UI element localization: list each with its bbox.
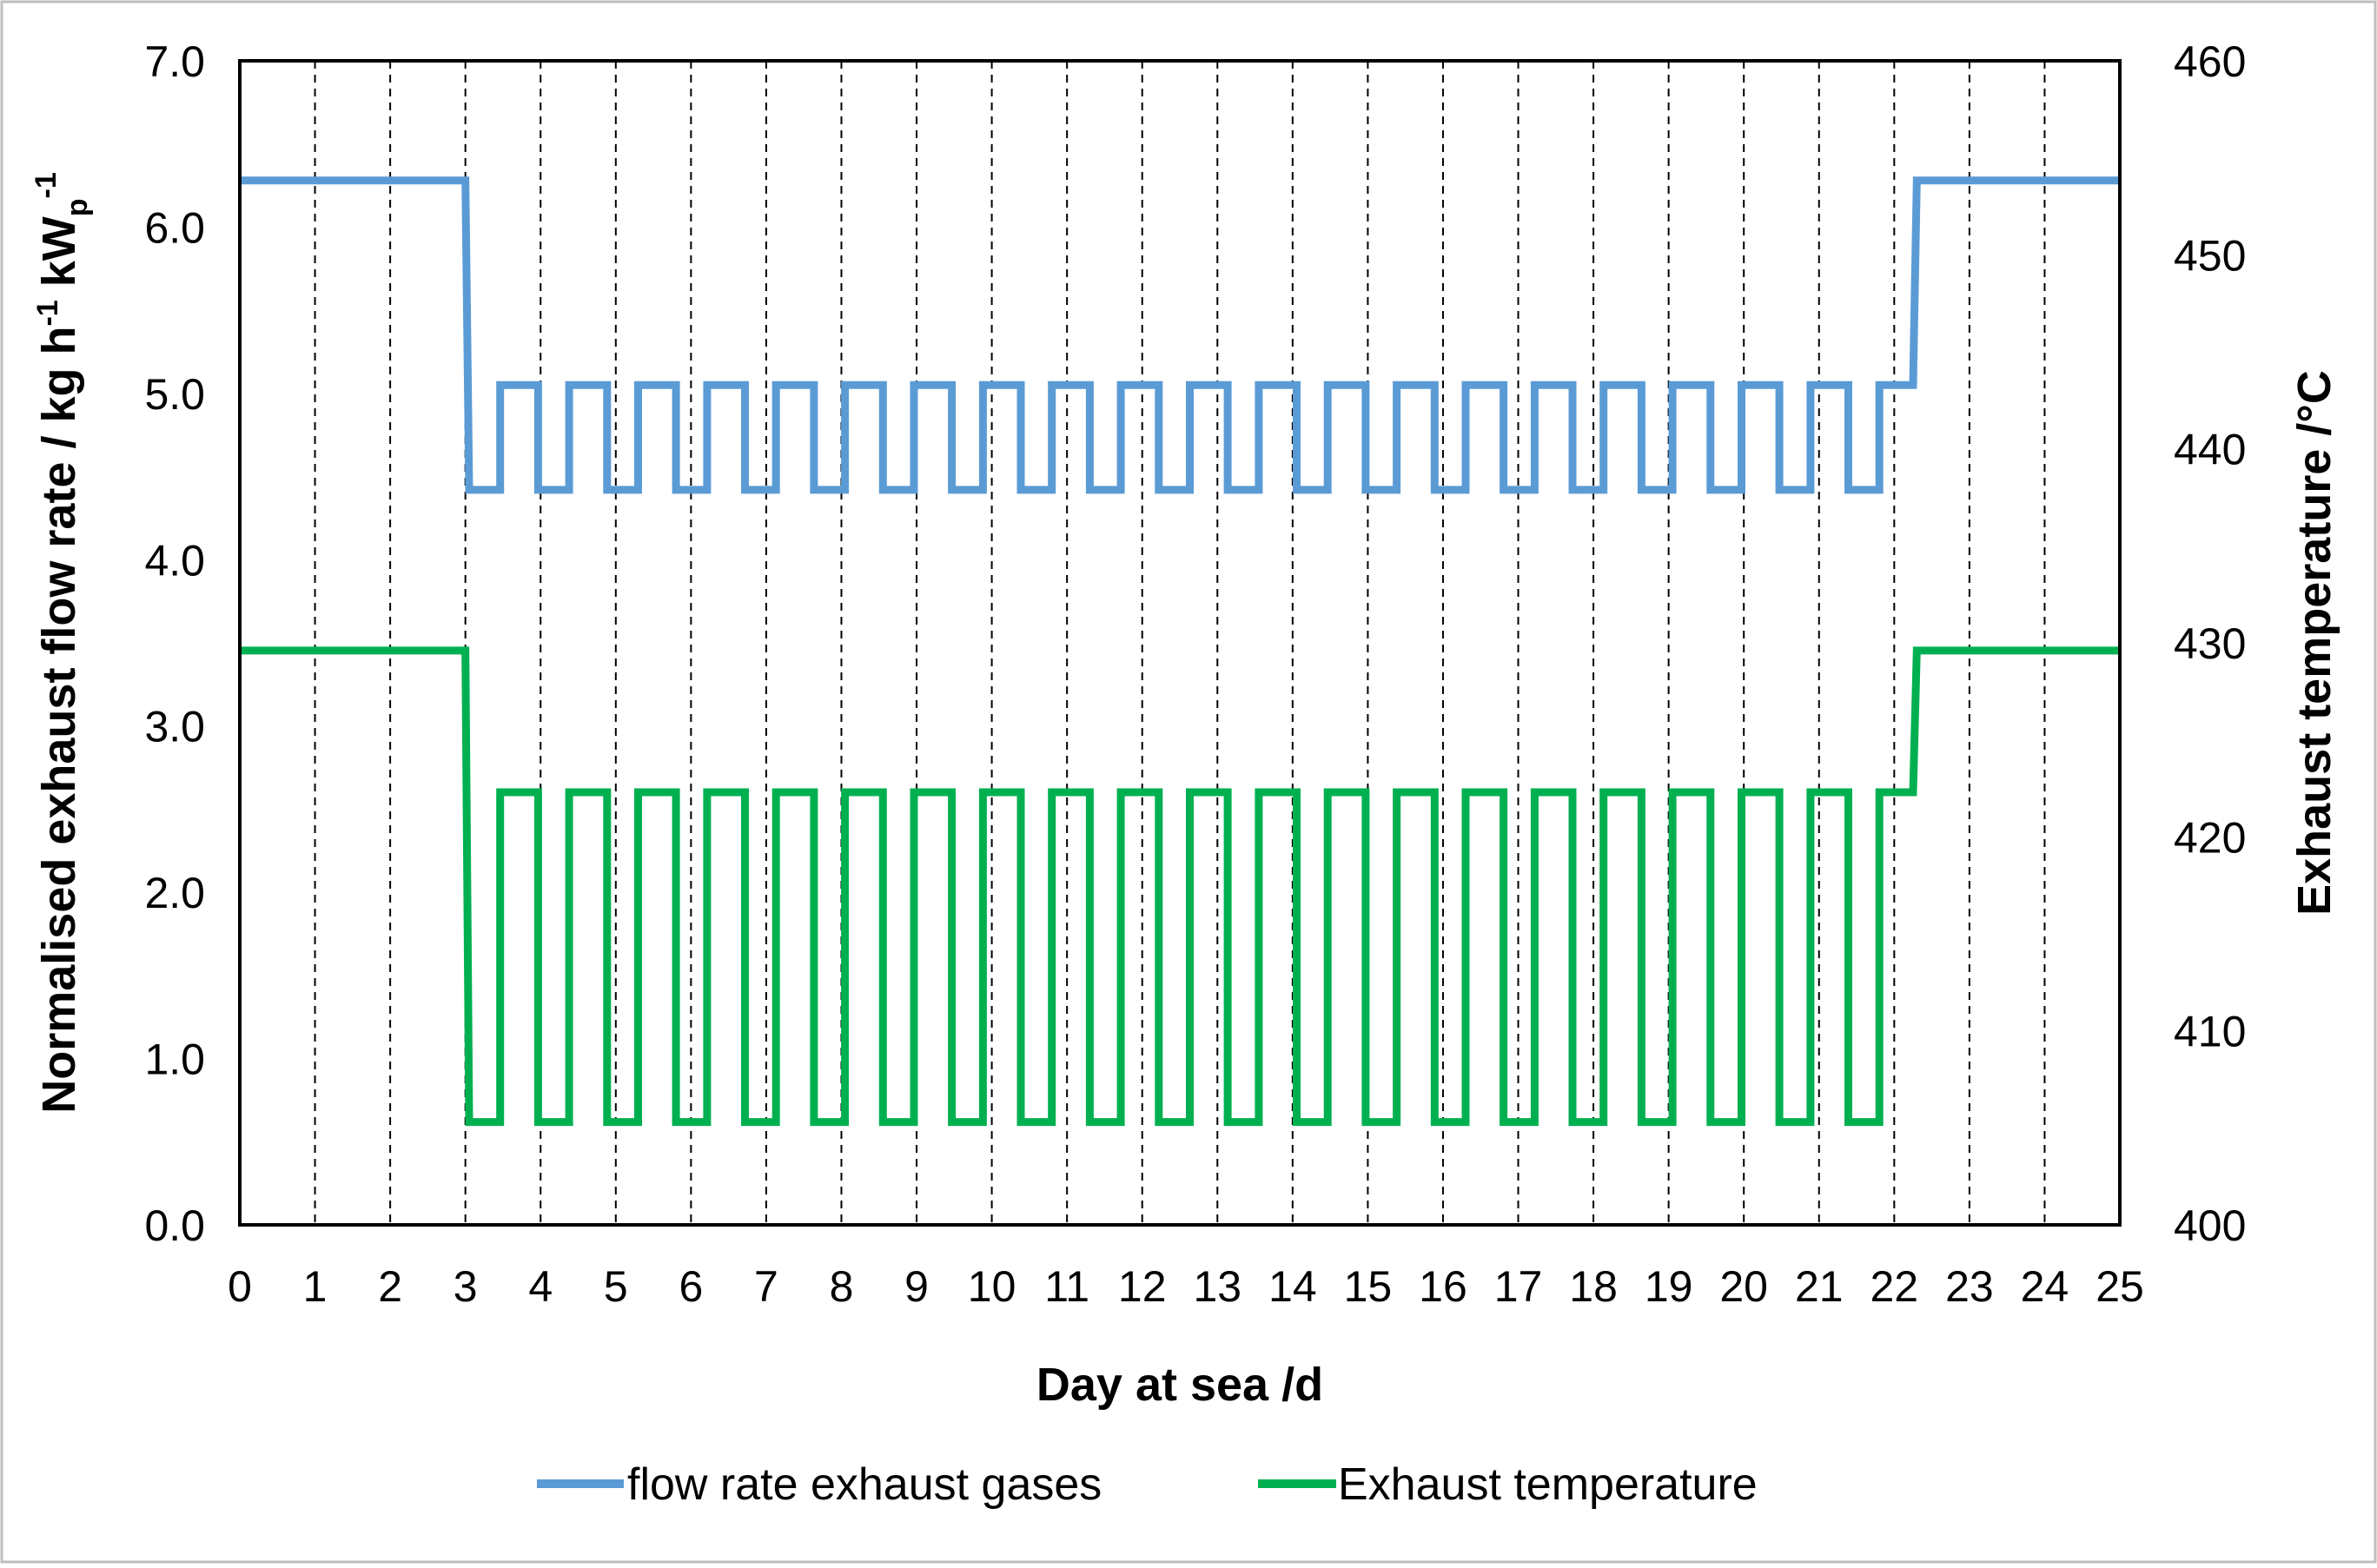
x-tick-label: 24	[2021, 1262, 2069, 1311]
y-axis-title-part1: Normalised exhaust flow rate / kg h	[33, 327, 85, 1114]
y-tick-label: 5.0	[144, 370, 205, 419]
y-tick-label: 0.0	[144, 1201, 205, 1250]
legend-label-exhaust-temperature: Exhaust temperature	[1338, 1459, 1758, 1510]
y-tick-label: 2.0	[144, 869, 205, 917]
x-tick-label: 9	[904, 1262, 929, 1311]
y2-tick-label: 420	[2174, 813, 2246, 862]
y2-tick-label: 440	[2174, 426, 2246, 474]
x-tick-label: 20	[1719, 1262, 1768, 1311]
y-tick-label: 1.0	[144, 1035, 205, 1084]
series-line-exhaust-temperature	[240, 646, 2120, 1127]
y-tick-label: 6.0	[144, 203, 205, 252]
x-tick-label: 7	[754, 1262, 778, 1311]
y-axis-title: Normalised exhaust flow rate / kg h-1 kW…	[30, 172, 94, 1114]
x-tick-label: 19	[1645, 1262, 1693, 1311]
y2-axis-title: Exhaust temperature /°C	[2288, 370, 2341, 916]
x-tick-label: 0	[228, 1262, 252, 1311]
series-group	[240, 176, 2120, 1127]
x-tick-label: 6	[679, 1262, 703, 1311]
tick-labels: 0 1 2 3 4 5 6 7 8 9 10 11 12 13 14 15 16 17 18 19 20 21 22 23 24…	[144, 37, 2246, 1311]
y-axis-title-sub: p	[61, 198, 94, 216]
x-tick-label: 12	[1118, 1262, 1167, 1311]
x-tick-label: 21	[1795, 1262, 1844, 1311]
y2-tick-label: 460	[2174, 37, 2246, 86]
y2-tick-label: 430	[2174, 619, 2246, 668]
y2-tick-label: 450	[2174, 231, 2246, 280]
x-tick-label: 3	[454, 1262, 478, 1311]
y-axis-title-part2: kW	[33, 216, 85, 300]
x-tick-label: 18	[1569, 1262, 1618, 1311]
x-tick-label: 10	[968, 1262, 1016, 1311]
y2-tick-label: 400	[2174, 1201, 2246, 1250]
x-tick-label: 15	[1344, 1262, 1393, 1311]
x-tick-label: 17	[1494, 1262, 1543, 1311]
series-line-flow-rate	[240, 176, 2120, 494]
x-tick-label: 8	[830, 1262, 854, 1311]
y-tick-label: 7.0	[144, 37, 205, 86]
x-tick-label: 23	[1945, 1262, 1994, 1311]
x-tick-label: 5	[604, 1262, 628, 1311]
y-axis-title-sup2: -1	[30, 172, 63, 198]
x-axis-title: Day at sea /d	[1036, 1359, 1323, 1411]
y-axis-title-sup1: -1	[31, 300, 64, 326]
x-tick-label: 14	[1268, 1262, 1317, 1311]
x-tick-label: 22	[1870, 1262, 1919, 1311]
x-tick-label: 11	[1044, 1262, 1089, 1311]
plot-frame	[238, 59, 2122, 1227]
x-tick-label: 16	[1419, 1262, 1467, 1311]
x-tick-label: 13	[1193, 1262, 1241, 1311]
legend: flow rate exhaust gases Exhaust temperat…	[537, 1459, 1758, 1510]
y2-tick-label: 410	[2174, 1008, 2246, 1056]
x-tick-label: 25	[2096, 1262, 2144, 1311]
y-tick-label: 4.0	[144, 536, 205, 585]
x-tick-label: 4	[528, 1262, 553, 1311]
x-tick-label: 1	[303, 1262, 328, 1311]
legend-label-flow-rate: flow rate exhaust gases	[627, 1459, 1102, 1510]
y-tick-label: 3.0	[144, 703, 205, 751]
x-tick-label: 2	[378, 1262, 402, 1311]
